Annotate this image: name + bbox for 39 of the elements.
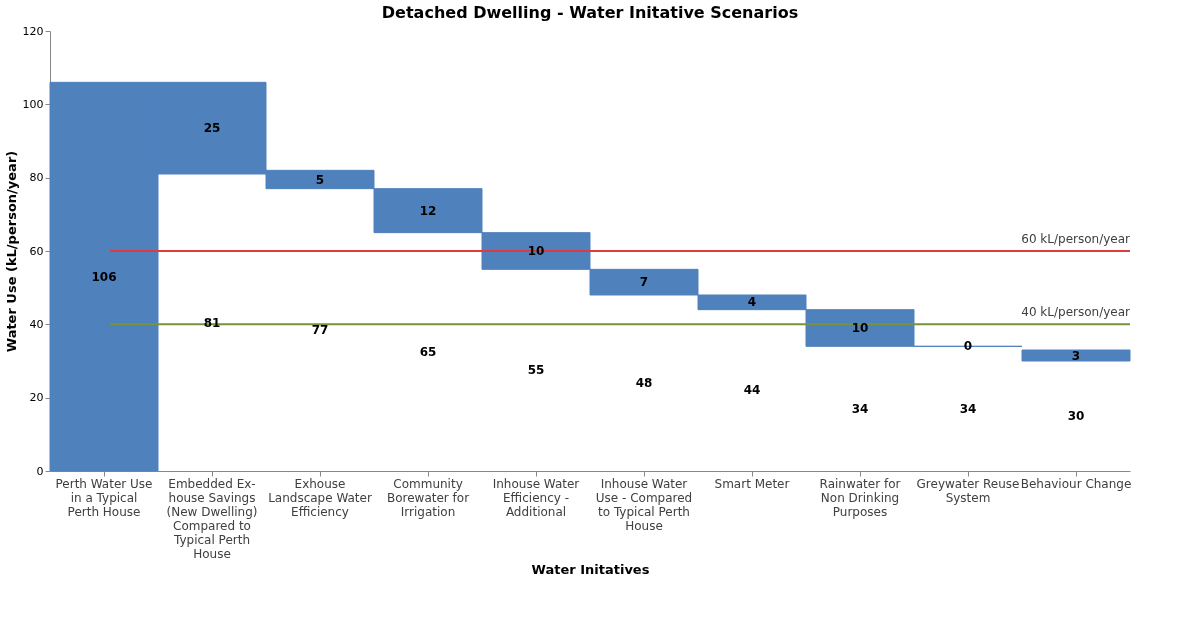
y-tick-label: 120: [22, 24, 44, 38]
x-tick-label: Greywater Reuse System: [916, 476, 1020, 505]
y-tick-label: 40: [29, 317, 44, 331]
annotation: 55: [527, 363, 545, 378]
x-tick-label: Perth Water Use in a Typical Perth House: [55, 476, 153, 519]
y-tick-label: 60: [29, 244, 44, 258]
y-tick-label: 20: [29, 391, 44, 405]
data-label: 3: [1071, 348, 1081, 363]
x-tick-label: Behaviour Change: [1020, 476, 1132, 491]
annotation: 44: [743, 383, 761, 398]
data-label: 25: [203, 121, 221, 136]
x-tick-label: Community Borewater for Irrigation: [386, 476, 470, 519]
y-tick-label: 0: [36, 464, 44, 478]
y-tick-label: 100: [22, 97, 44, 111]
x-tick-label: Embedded Ex-house Savings (New Dwelling) Compared to Typical Perth House: [166, 476, 258, 561]
annotation: 30: [1067, 409, 1085, 423]
x-tick-label: Smart Meter: [714, 476, 790, 491]
x-tick-label: Exhouse Landscape Water Efficiency: [268, 476, 372, 519]
y-tick-label: 80: [29, 171, 44, 185]
annotation: 65: [419, 344, 437, 359]
data-label: 7: [639, 275, 649, 290]
annotation: 34: [959, 401, 977, 416]
annotation: 77: [311, 322, 329, 337]
data-label: 10: [851, 321, 869, 335]
chart-title: Detached Dwelling - Water Initative Scenarios: [381, 3, 799, 22]
data-label: 4: [747, 295, 757, 310]
x-axis-title: Water Initatives: [531, 561, 650, 577]
ref-line-label: 40 kL/person/year: [1021, 305, 1131, 320]
annotation: 34: [851, 401, 869, 416]
x-tick-label: Inhouse Water Use - Compared to Typical Perth House: [595, 476, 693, 533]
ref-line-label: 60 kL/person/year: [1021, 232, 1131, 246]
data-label: 106: [91, 269, 117, 284]
annotation: 48: [635, 376, 653, 390]
y-axis-title: Water Use (kL/person/year): [3, 150, 19, 353]
x-tick-label: Inhouse Water Efficiency - Additional: [492, 476, 580, 519]
bar: [1021, 349, 1131, 362]
x-tick-label: Rainwater for Non Drinking Purposes: [819, 476, 901, 519]
data-label: 5: [315, 172, 325, 187]
data-label: 12: [419, 203, 437, 218]
